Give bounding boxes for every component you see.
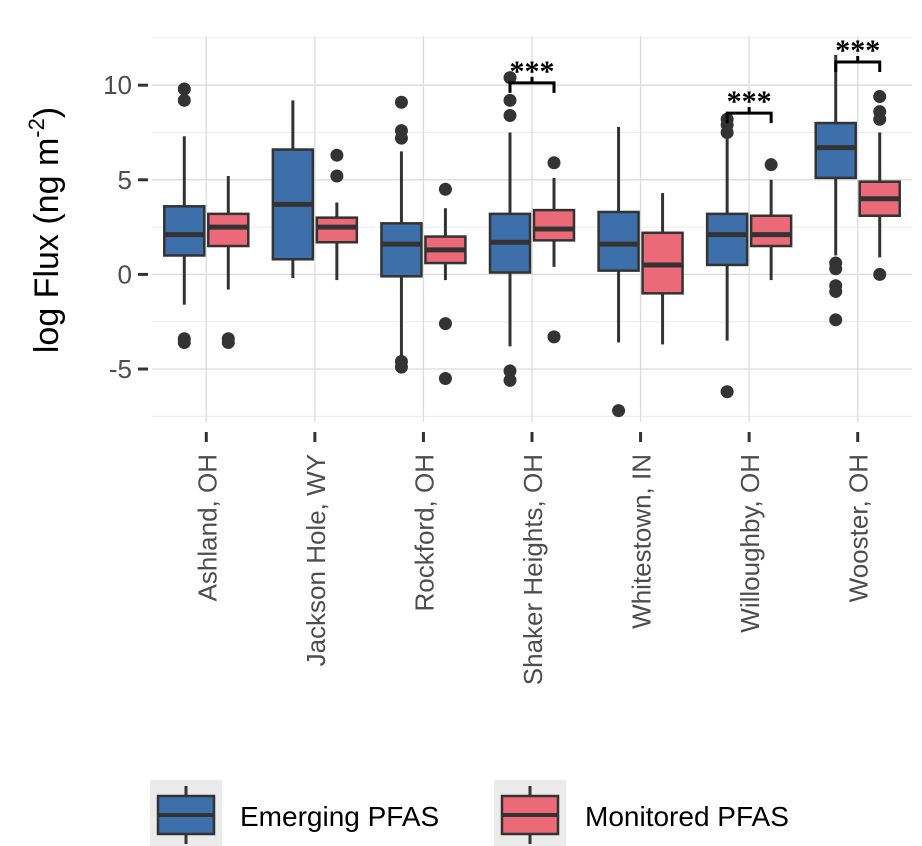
y-axis-label-main: log Flux (ng m (28, 138, 66, 353)
box-emerging (163, 82, 206, 350)
y-axis-label-superscript: -2 (24, 118, 49, 138)
x-tick-label: Rockford, OH (409, 454, 439, 612)
box-body (532, 208, 576, 242)
box-body (163, 205, 206, 257)
box-monitored (532, 156, 576, 344)
box-body (315, 216, 359, 244)
outlier-point (394, 360, 408, 374)
legend-item-monitored: Monitored PFAS (494, 780, 789, 846)
outlier-point (720, 385, 734, 399)
outlier-point (394, 131, 408, 145)
significance-label: *** (727, 85, 772, 118)
box-monitored (641, 193, 684, 345)
y-tick-label: -5 (109, 354, 132, 384)
outlier-point (330, 148, 344, 162)
significance-bracket: *** (725, 85, 773, 124)
legend-label: Emerging PFAS (240, 801, 439, 832)
outlier-point (438, 371, 452, 385)
box-monitored (424, 182, 467, 385)
outlier-point (873, 267, 887, 281)
outlier-point (177, 336, 191, 350)
y-axis-label-close: ) (28, 107, 66, 118)
outlier-point (221, 336, 235, 350)
x-tick-label: Shaker Heights, OH (518, 454, 548, 685)
outlier-point (503, 364, 517, 378)
outlier-point (503, 93, 517, 107)
outlier-point (829, 262, 843, 276)
legend-item-emerging: Emerging PFAS (150, 780, 439, 846)
outlier-point (330, 169, 344, 183)
outlier-point (438, 317, 452, 331)
box-emerging (705, 112, 749, 399)
outlier-point (177, 82, 191, 96)
outlier-point (503, 108, 517, 122)
outlier-point (720, 126, 734, 139)
outlier-point (547, 330, 561, 344)
y-axis: -5 0 5 10 (103, 70, 148, 384)
legend-label: Monitored PFAS (585, 801, 789, 832)
significance-label: *** (510, 55, 555, 88)
box-body (207, 212, 250, 248)
x-tick-label: Jackson Hole, WY (301, 454, 331, 666)
y-tick-label: 10 (103, 70, 132, 100)
outlier-point (394, 95, 408, 109)
box-emerging (271, 100, 315, 279)
x-tick-label: Ashland, OH (192, 454, 222, 601)
outlier-point (873, 90, 887, 104)
box-monitored (749, 158, 793, 281)
outlier-point (873, 112, 887, 126)
box-body (814, 121, 857, 180)
x-tick-label: Willoughby, OH (735, 454, 765, 633)
x-tick-label: Whitestown, IN (627, 454, 657, 629)
x-axis: Ashland, OH Jackson Hole, WY Rockford, OH S… (192, 432, 874, 685)
significance-layer: *** *** *** (508, 34, 882, 124)
significance-bracket: *** (508, 55, 556, 93)
box-monitored (858, 90, 901, 281)
y-axis-label: log Flux (ng m-2) (24, 107, 66, 353)
x-tick-label: Wooster, OH (844, 454, 874, 602)
y-tick-label: 5 (118, 165, 132, 195)
outlier-point (503, 71, 517, 85)
box-body (597, 210, 640, 272)
boxes-layer (163, 54, 901, 418)
box-emerging (488, 71, 532, 387)
outlier-point (829, 284, 843, 298)
legend: Emerging PFAS Monitored PFAS (150, 780, 789, 846)
outlier-point (829, 313, 843, 327)
significance-label: *** (835, 34, 880, 67)
significance-bracket: *** (834, 34, 882, 72)
box-emerging (380, 95, 423, 374)
outlier-point (177, 93, 191, 107)
outlier-point (612, 404, 626, 418)
box-body (749, 214, 793, 248)
outlier-point (438, 182, 452, 196)
box-body (705, 212, 749, 267)
y-tick-label: 0 (118, 259, 132, 289)
box-monitored (315, 148, 359, 281)
outlier-point (503, 373, 517, 387)
box-emerging (597, 126, 640, 418)
box-monitored (207, 176, 250, 350)
outlier-point (764, 158, 778, 172)
outlier-point (547, 156, 561, 170)
box-body (380, 222, 423, 278)
